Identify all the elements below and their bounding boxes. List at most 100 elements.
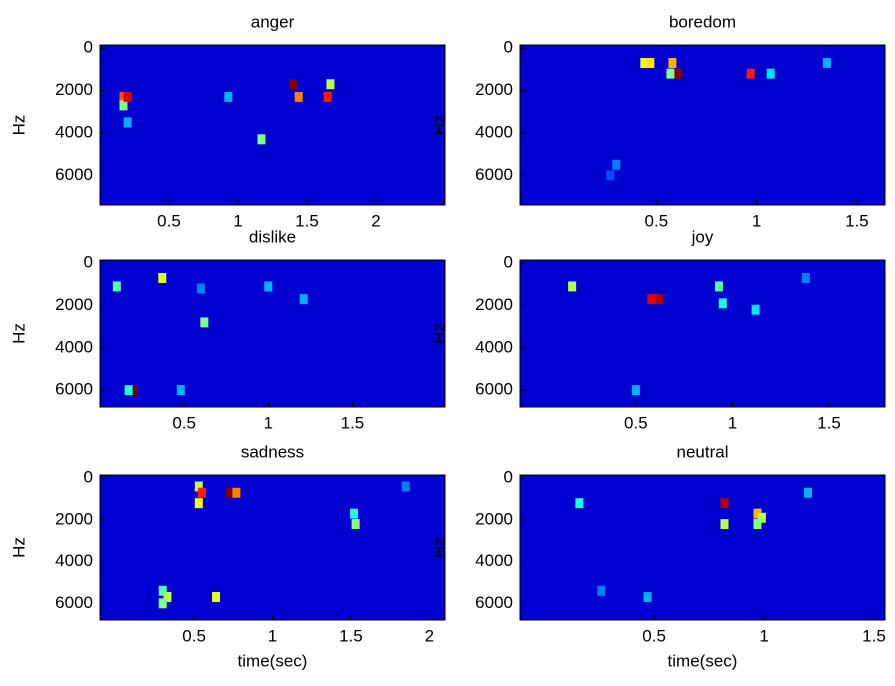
- heatmap-cell: [647, 294, 656, 305]
- y-tick-label: 0: [84, 468, 93, 487]
- y-axis-label: Hz: [429, 115, 448, 136]
- heatmap-cell: [119, 100, 128, 111]
- y-tick-label: 4000: [55, 551, 93, 570]
- x-axis-label: time(sec): [238, 651, 308, 670]
- x-tick-label: 0.5: [642, 626, 666, 645]
- subplot-title: joy: [691, 227, 714, 246]
- axes-frame: [519, 259, 886, 408]
- heatmap-cell: [822, 58, 831, 69]
- heatmap-cell: [804, 487, 813, 498]
- y-tick-label: 0: [504, 468, 513, 487]
- heatmap-cells: [112, 272, 308, 396]
- heatmap-cell: [746, 68, 755, 79]
- axes-frame: [519, 44, 886, 206]
- subplot-title: neutral: [677, 442, 729, 461]
- y-tick-label: 6000: [475, 165, 513, 184]
- y-tick-label: 6000: [55, 165, 93, 184]
- plot-background: [100, 45, 445, 205]
- x-tick-label: 1.5: [817, 413, 841, 432]
- heatmap-cell: [123, 117, 132, 128]
- y-tick-label: 6000: [55, 380, 93, 399]
- heatmap-cell: [757, 512, 766, 523]
- heatmap-cell: [294, 91, 303, 102]
- heatmap-cells: [575, 487, 813, 603]
- y-tick-label: 2000: [55, 80, 93, 99]
- y-tick-label: 4000: [55, 337, 93, 356]
- heatmap-cell: [212, 592, 221, 603]
- y-tick-label: 0: [504, 253, 513, 272]
- heatmap-cell: [200, 317, 209, 328]
- heatmap-cells: [119, 79, 335, 145]
- x-tick-label: 1: [268, 626, 277, 645]
- y-axis-label: Hz: [429, 537, 448, 558]
- y-axis-label: Hz: [9, 323, 28, 344]
- y-tick-label: 0: [84, 38, 93, 57]
- x-tick-label: 1.5: [295, 211, 319, 230]
- heatmap-cell: [646, 58, 655, 69]
- heatmap-cell: [323, 91, 332, 102]
- heatmap-cell: [158, 598, 167, 609]
- subplot-title: anger: [251, 12, 295, 31]
- heatmap-cell: [197, 487, 206, 498]
- heatmap-cell: [753, 508, 762, 519]
- x-tick-label: 1: [752, 211, 761, 230]
- y-tick-label: 6000: [475, 593, 513, 612]
- subplot-title: dislike: [249, 227, 296, 246]
- heatmap-cell: [714, 281, 723, 292]
- x-tick-label: 1.5: [339, 626, 363, 645]
- heatmap-cell: [299, 294, 308, 305]
- heatmap-cell: [631, 385, 640, 396]
- x-tick-label: 1: [728, 413, 737, 432]
- x-axis-label: time(sec): [668, 651, 738, 670]
- heatmap-cell: [196, 283, 205, 294]
- heatmap-cell: [751, 304, 760, 315]
- y-tick-label: 2000: [475, 509, 513, 528]
- heatmap-cell: [232, 487, 241, 498]
- x-tick-label: 1.5: [862, 626, 886, 645]
- x-tick-label: 1: [264, 413, 273, 432]
- heatmap-cell: [655, 294, 664, 305]
- x-tick-label: 1.5: [341, 413, 365, 432]
- x-tick-label: 0.5: [645, 211, 669, 230]
- axes-frame: [519, 474, 886, 621]
- x-tick-label: 0.5: [182, 626, 206, 645]
- x-tick-label: 2: [425, 626, 434, 645]
- heatmap-cell: [575, 498, 584, 509]
- heatmap-cell: [264, 281, 273, 292]
- heatmap-cell: [194, 481, 203, 492]
- heatmap-cells: [158, 481, 410, 609]
- heatmap-cell: [176, 385, 185, 396]
- x-tick-label: 1: [233, 211, 242, 230]
- heatmap-cell: [720, 519, 729, 530]
- y-axis-label: Hz: [9, 537, 28, 558]
- y-tick-label: 4000: [475, 551, 513, 570]
- heatmap-cell: [640, 58, 649, 69]
- heatmap-cell: [612, 159, 621, 170]
- x-tick-label: 1: [759, 626, 768, 645]
- plot-background: [520, 260, 885, 407]
- y-tick-label: 2000: [55, 295, 93, 314]
- x-tick-label: 1.5: [845, 211, 869, 230]
- y-tick-label: 2000: [55, 509, 93, 528]
- y-tick-label: 0: [84, 253, 93, 272]
- heatmap-cell: [606, 170, 615, 181]
- heatmap-cell: [158, 272, 167, 283]
- y-axis-label: Hz: [9, 115, 28, 136]
- y-tick-label: 2000: [475, 80, 513, 99]
- x-tick-label: 0.5: [157, 211, 181, 230]
- heatmap-cell: [666, 68, 675, 79]
- axes-frame: [99, 259, 446, 408]
- plot-background: [520, 475, 885, 620]
- subplot-title: boredom: [669, 12, 736, 31]
- plot-background: [520, 45, 885, 205]
- y-axis-label: Hz: [429, 323, 448, 344]
- x-tick-label: 0.5: [624, 413, 648, 432]
- axes-frame: [99, 44, 446, 206]
- plot-background: [100, 260, 445, 407]
- heatmap-cell: [124, 385, 133, 396]
- heatmap-cells: [606, 58, 831, 181]
- heatmap-cell: [668, 58, 677, 69]
- heatmap-cell: [257, 134, 266, 145]
- y-tick-label: 4000: [55, 122, 93, 141]
